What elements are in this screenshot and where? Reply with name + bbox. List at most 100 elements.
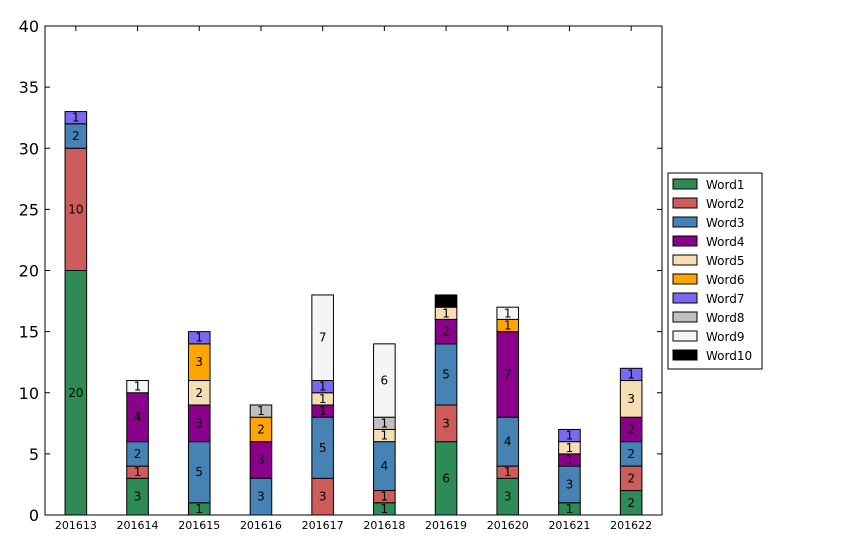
- segment-value-label: 1: [134, 465, 142, 479]
- legend-label-word5: Word5: [706, 254, 744, 268]
- segment-value-label: 5: [195, 465, 203, 479]
- segment-value-label: 4: [134, 410, 142, 424]
- legend: Word1 Word2 Word3 Word4 Word5 Word6 Word7 Word8…: [667, 172, 763, 370]
- segment-value-label: 2: [627, 471, 635, 485]
- segment-value-label: 1: [319, 404, 327, 418]
- x-tick-label: 201617: [302, 519, 344, 532]
- legend-swatch-word4: [672, 235, 698, 247]
- y-tick-label: 0: [29, 506, 39, 525]
- legend-swatch-word5: [672, 254, 698, 266]
- y-tick-label: 5: [29, 445, 39, 464]
- y-tick-label: 35: [19, 78, 39, 97]
- x-tick-label: 201619: [425, 519, 467, 532]
- legend-label-word1: Word1: [706, 178, 744, 192]
- segment-value-label: 4: [381, 459, 389, 473]
- bar-segment-word9-201620: [496, 306, 520, 320]
- legend-label-word7: Word7: [706, 292, 744, 306]
- y-tick-label: 25: [19, 200, 39, 219]
- bar-segment-word10-201619: [434, 294, 458, 308]
- segment-value-label: 1: [566, 429, 574, 443]
- plot-area: 0510152025303540201021201613312412016141…: [19, 17, 663, 532]
- y-tick-label: 15: [19, 323, 39, 342]
- segment-value-label: 3: [257, 453, 265, 467]
- x-tick-label: 201614: [117, 519, 159, 532]
- segment-value-label: 5: [319, 441, 327, 455]
- segment-value-label: 6: [442, 471, 450, 485]
- segment-value-label: 1: [566, 453, 574, 467]
- segment-value-label: 1: [442, 294, 450, 308]
- segment-value-label: 1: [195, 502, 203, 516]
- segment-value-label: 20: [68, 386, 83, 400]
- legend-label-word4: Word4: [706, 235, 744, 249]
- segment-value-label: 3: [257, 490, 265, 504]
- segment-value-label: 1: [195, 331, 203, 345]
- legend-label-word9: Word9: [706, 330, 744, 344]
- segment-value-label: 2: [627, 496, 635, 510]
- segment-value-label: 2: [627, 422, 635, 436]
- segment-value-label: 1: [381, 490, 389, 504]
- x-tick-label: 201622: [610, 519, 652, 532]
- segment-value-label: 3: [627, 392, 635, 406]
- y-tick-label: 30: [19, 139, 39, 158]
- segment-value-label: 6: [381, 374, 389, 388]
- x-tick-label: 201621: [548, 519, 590, 532]
- segment-value-label: 1: [257, 404, 265, 418]
- segment-value-label: 2: [257, 422, 265, 436]
- segment-value-label: 1: [504, 319, 512, 333]
- segment-value-label: 7: [319, 331, 327, 345]
- x-tick-label: 201613: [55, 519, 97, 532]
- bar-segment-word7-201622: [619, 367, 643, 382]
- legend-swatch-word6: [672, 273, 698, 285]
- segment-value-label: 2: [627, 447, 635, 461]
- legend-label-word2: Word2: [706, 197, 744, 211]
- segment-value-label: 5: [442, 367, 450, 381]
- bar-segment-word7-201621: [558, 428, 581, 443]
- segment-value-label: 1: [381, 429, 389, 443]
- legend-swatch-word1: [672, 178, 698, 190]
- legend-swatch-word7: [672, 292, 698, 304]
- x-tick-label: 201615: [178, 519, 220, 532]
- legend-label-word8: Word8: [706, 311, 744, 325]
- legend-label-word6: Word6: [706, 273, 744, 287]
- segment-value-label: 3: [195, 416, 203, 430]
- segment-value-label: 1: [504, 306, 512, 320]
- segment-value-label: 3: [195, 355, 203, 369]
- legend-swatch-word9: [672, 330, 698, 342]
- x-tick-label: 201620: [487, 519, 529, 532]
- bar-segment-word8-201616: [249, 404, 273, 418]
- segment-value-label: 1: [319, 392, 327, 406]
- x-tick-label: 201616: [240, 519, 282, 532]
- y-tick-label: 10: [19, 384, 39, 403]
- legend-swatch-word2: [672, 197, 698, 209]
- segment-value-label: 2: [442, 325, 450, 339]
- segment-value-label: 1: [566, 441, 574, 455]
- segment-value-label: 3: [134, 490, 142, 504]
- bar-segment-word7-201613: [64, 111, 88, 125]
- segment-value-label: 3: [504, 490, 512, 504]
- legend-label-word10: Word10: [706, 349, 752, 363]
- x-tick-label: 201618: [363, 519, 405, 532]
- segment-value-label: 1: [566, 502, 574, 516]
- segment-value-label: 1: [319, 380, 327, 394]
- bar-segment-word9-201618: [373, 343, 396, 418]
- segment-value-label: 1: [381, 502, 389, 516]
- segment-value-label: 1: [627, 367, 635, 381]
- legend-swatch-word8: [672, 311, 698, 323]
- legend-swatch-word3: [672, 216, 698, 228]
- segment-value-label: 1: [504, 465, 512, 479]
- segment-value-label: 2: [134, 447, 142, 461]
- segment-value-label: 2: [72, 129, 80, 143]
- segment-value-label: 3: [566, 477, 574, 491]
- segment-value-label: 2: [195, 386, 203, 400]
- bar-segment-word9-201614: [126, 380, 149, 394]
- segment-value-label: 10: [68, 202, 83, 216]
- y-tick-label: 20: [19, 262, 39, 281]
- segment-value-label: 4: [504, 435, 512, 449]
- segment-value-label: 7: [504, 367, 512, 381]
- segment-value-label: 1: [381, 416, 389, 430]
- segment-value-label: 1: [442, 306, 450, 320]
- segment-value-label: 3: [442, 416, 450, 430]
- segment-value-label: 1: [134, 380, 142, 394]
- segment-value-label: 1: [72, 111, 80, 125]
